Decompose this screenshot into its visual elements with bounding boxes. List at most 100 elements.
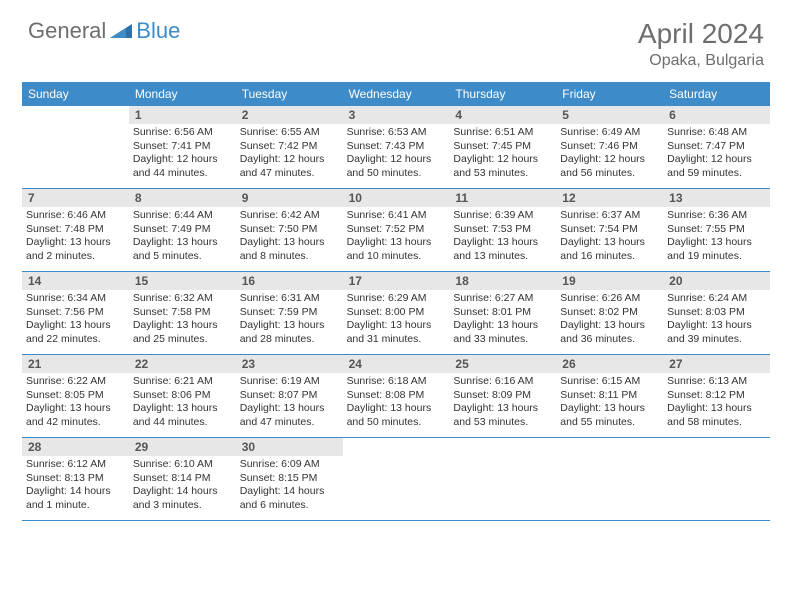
day-number: 17 [343, 272, 450, 290]
sunset-text: Sunset: 7:54 PM [560, 223, 659, 237]
sunset-text: Sunset: 7:45 PM [453, 140, 552, 154]
day-number [343, 438, 450, 442]
day-number: 22 [129, 355, 236, 373]
daylight-text: Daylight: 13 hours and 47 minutes. [240, 402, 339, 429]
sunset-text: Sunset: 8:12 PM [667, 389, 766, 403]
logo-triangle-icon [110, 20, 132, 43]
sunset-text: Sunset: 7:46 PM [560, 140, 659, 154]
day-cell: 27Sunrise: 6:13 AMSunset: 8:12 PMDayligh… [663, 355, 770, 437]
daylight-text: Daylight: 12 hours and 44 minutes. [133, 153, 232, 180]
sunrise-text: Sunrise: 6:37 AM [560, 209, 659, 223]
sunset-text: Sunset: 7:50 PM [240, 223, 339, 237]
day-number: 10 [343, 189, 450, 207]
sunrise-text: Sunrise: 6:21 AM [133, 375, 232, 389]
sunset-text: Sunset: 7:48 PM [26, 223, 125, 237]
day-cell: 1Sunrise: 6:56 AMSunset: 7:41 PMDaylight… [129, 106, 236, 188]
sunset-text: Sunset: 7:42 PM [240, 140, 339, 154]
day-info: Sunrise: 6:32 AMSunset: 7:58 PMDaylight:… [129, 290, 236, 351]
sunset-text: Sunset: 8:05 PM [26, 389, 125, 403]
sunrise-text: Sunrise: 6:29 AM [347, 292, 446, 306]
sunset-text: Sunset: 7:55 PM [667, 223, 766, 237]
day-cell: 20Sunrise: 6:24 AMSunset: 8:03 PMDayligh… [663, 272, 770, 354]
sunrise-text: Sunrise: 6:41 AM [347, 209, 446, 223]
day-info: Sunrise: 6:36 AMSunset: 7:55 PMDaylight:… [663, 207, 770, 268]
sunrise-text: Sunrise: 6:53 AM [347, 126, 446, 140]
sunset-text: Sunset: 8:13 PM [26, 472, 125, 486]
day-cell: 5Sunrise: 6:49 AMSunset: 7:46 PMDaylight… [556, 106, 663, 188]
day-number: 9 [236, 189, 343, 207]
day-number: 29 [129, 438, 236, 456]
day-cell: 9Sunrise: 6:42 AMSunset: 7:50 PMDaylight… [236, 189, 343, 271]
sunrise-text: Sunrise: 6:55 AM [240, 126, 339, 140]
dow-wednesday: Wednesday [343, 82, 450, 106]
day-number: 24 [343, 355, 450, 373]
day-number [663, 438, 770, 442]
day-info: Sunrise: 6:27 AMSunset: 8:01 PMDaylight:… [449, 290, 556, 351]
day-info: Sunrise: 6:51 AMSunset: 7:45 PMDaylight:… [449, 124, 556, 185]
day-number: 27 [663, 355, 770, 373]
daylight-text: Daylight: 14 hours and 3 minutes. [133, 485, 232, 512]
day-cell: 15Sunrise: 6:32 AMSunset: 7:58 PMDayligh… [129, 272, 236, 354]
daylight-text: Daylight: 13 hours and 19 minutes. [667, 236, 766, 263]
day-cell [343, 438, 450, 520]
day-cell [22, 106, 129, 188]
day-cell: 3Sunrise: 6:53 AMSunset: 7:43 PMDaylight… [343, 106, 450, 188]
day-cell: 6Sunrise: 6:48 AMSunset: 7:47 PMDaylight… [663, 106, 770, 188]
sunrise-text: Sunrise: 6:13 AM [667, 375, 766, 389]
day-info: Sunrise: 6:16 AMSunset: 8:09 PMDaylight:… [449, 373, 556, 434]
logo: General Blue [28, 18, 180, 44]
day-info: Sunrise: 6:09 AMSunset: 8:15 PMDaylight:… [236, 456, 343, 517]
day-number: 15 [129, 272, 236, 290]
day-info: Sunrise: 6:42 AMSunset: 7:50 PMDaylight:… [236, 207, 343, 268]
sunrise-text: Sunrise: 6:34 AM [26, 292, 125, 306]
day-cell: 16Sunrise: 6:31 AMSunset: 7:59 PMDayligh… [236, 272, 343, 354]
dow-sunday: Sunday [22, 82, 129, 106]
sunset-text: Sunset: 7:43 PM [347, 140, 446, 154]
sunrise-text: Sunrise: 6:48 AM [667, 126, 766, 140]
day-info: Sunrise: 6:34 AMSunset: 7:56 PMDaylight:… [22, 290, 129, 351]
page-title: April 2024 [638, 18, 764, 50]
day-cell: 21Sunrise: 6:22 AMSunset: 8:05 PMDayligh… [22, 355, 129, 437]
day-info: Sunrise: 6:37 AMSunset: 7:54 PMDaylight:… [556, 207, 663, 268]
day-number: 1 [129, 106, 236, 124]
sunset-text: Sunset: 8:09 PM [453, 389, 552, 403]
sunset-text: Sunset: 8:11 PM [560, 389, 659, 403]
day-number: 26 [556, 355, 663, 373]
sunset-text: Sunset: 8:06 PM [133, 389, 232, 403]
weeks-container: 1Sunrise: 6:56 AMSunset: 7:41 PMDaylight… [22, 106, 770, 521]
sunset-text: Sunset: 7:49 PM [133, 223, 232, 237]
sunrise-text: Sunrise: 6:46 AM [26, 209, 125, 223]
header: General Blue April 2024 Opaka, Bulgaria [0, 0, 792, 78]
sunset-text: Sunset: 8:14 PM [133, 472, 232, 486]
sunrise-text: Sunrise: 6:51 AM [453, 126, 552, 140]
day-number: 23 [236, 355, 343, 373]
title-block: April 2024 Opaka, Bulgaria [638, 18, 764, 70]
day-number: 12 [556, 189, 663, 207]
sunrise-text: Sunrise: 6:36 AM [667, 209, 766, 223]
dow-friday: Friday [556, 82, 663, 106]
daylight-text: Daylight: 12 hours and 50 minutes. [347, 153, 446, 180]
daylight-text: Daylight: 13 hours and 28 minutes. [240, 319, 339, 346]
day-cell: 12Sunrise: 6:37 AMSunset: 7:54 PMDayligh… [556, 189, 663, 271]
week-row: 14Sunrise: 6:34 AMSunset: 7:56 PMDayligh… [22, 272, 770, 355]
day-number: 19 [556, 272, 663, 290]
daylight-text: Daylight: 14 hours and 1 minute. [26, 485, 125, 512]
daylight-text: Daylight: 13 hours and 10 minutes. [347, 236, 446, 263]
logo-text-blue: Blue [136, 18, 180, 44]
daylight-text: Daylight: 14 hours and 6 minutes. [240, 485, 339, 512]
sunset-text: Sunset: 8:02 PM [560, 306, 659, 320]
day-number: 8 [129, 189, 236, 207]
day-info: Sunrise: 6:41 AMSunset: 7:52 PMDaylight:… [343, 207, 450, 268]
dow-monday: Monday [129, 82, 236, 106]
logo-text-general: General [28, 18, 106, 44]
daylight-text: Daylight: 12 hours and 56 minutes. [560, 153, 659, 180]
daylight-text: Daylight: 13 hours and 31 minutes. [347, 319, 446, 346]
sunset-text: Sunset: 8:08 PM [347, 389, 446, 403]
day-cell: 22Sunrise: 6:21 AMSunset: 8:06 PMDayligh… [129, 355, 236, 437]
sunrise-text: Sunrise: 6:16 AM [453, 375, 552, 389]
daylight-text: Daylight: 13 hours and 25 minutes. [133, 319, 232, 346]
sunrise-text: Sunrise: 6:27 AM [453, 292, 552, 306]
sunset-text: Sunset: 8:00 PM [347, 306, 446, 320]
day-cell: 29Sunrise: 6:10 AMSunset: 8:14 PMDayligh… [129, 438, 236, 520]
sunset-text: Sunset: 7:58 PM [133, 306, 232, 320]
